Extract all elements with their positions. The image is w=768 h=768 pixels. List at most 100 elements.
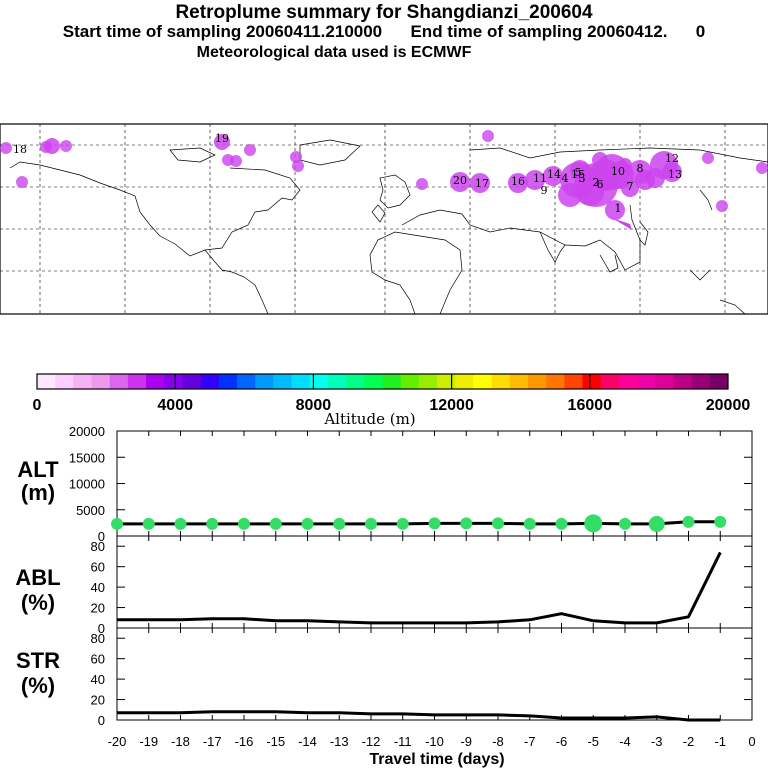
altitude-marker xyxy=(269,517,282,530)
x-tick-label: -20 xyxy=(108,734,127,749)
plume-dot xyxy=(60,140,72,152)
y-tick-label: 5000 xyxy=(76,503,105,518)
x-tick-label: -7 xyxy=(524,734,536,749)
plume-label: 1 xyxy=(615,202,622,215)
altitude-marker xyxy=(396,517,409,530)
plume-blob xyxy=(662,162,682,182)
x-tick-label: -8 xyxy=(492,734,504,749)
colorbar-swatch xyxy=(473,374,493,389)
plume-blob xyxy=(450,172,470,192)
panel-unit: (m) xyxy=(21,480,55,505)
altitude-marker xyxy=(428,517,441,530)
colorbar-swatch xyxy=(200,374,220,389)
colorbar-swatch xyxy=(382,374,402,389)
y-tick-label: 80 xyxy=(91,631,105,646)
plume-label: 16 xyxy=(511,175,525,188)
x-tick-label: -11 xyxy=(394,734,412,749)
plume-dot xyxy=(702,152,714,164)
plume-label: 3 xyxy=(579,172,586,185)
colorbar-swatch xyxy=(273,374,293,389)
plume-label: 20 xyxy=(453,174,467,187)
colorbar-swatch xyxy=(491,374,511,389)
x-tick-label: -4 xyxy=(619,734,631,749)
x-tick-label: -14 xyxy=(298,734,317,749)
colorbar-swatch xyxy=(655,374,674,389)
colorbar-swatch xyxy=(673,374,693,389)
y-tick-label: 10000 xyxy=(69,477,105,492)
plume-blob xyxy=(570,160,590,180)
panel-frame xyxy=(116,535,753,629)
altitude-marker xyxy=(492,517,504,530)
colorbar-swatch xyxy=(709,374,729,389)
plume-tail xyxy=(612,218,632,230)
met-data-source: Meteorological data used is ECMWF xyxy=(196,44,472,61)
y-tick-label: 20000 xyxy=(69,424,105,439)
y-tick-label: 20 xyxy=(91,601,105,616)
altitude-marker xyxy=(206,517,219,530)
panel-unit: (%) xyxy=(21,673,55,698)
altitude-marker xyxy=(648,515,665,532)
altitude-marker xyxy=(555,517,568,530)
altitude-marker xyxy=(238,517,250,530)
plume-dot xyxy=(482,130,494,142)
plume-label: 6 xyxy=(597,178,604,191)
plume-label: 18 xyxy=(13,143,27,156)
altitude-marker xyxy=(619,517,631,530)
colorbar-swatch xyxy=(346,374,365,389)
time-series-panels: ALT(m)05000100001500020000ABL(%)02040608… xyxy=(15,424,755,768)
altitude-marker xyxy=(174,517,187,530)
plume-label: 4 xyxy=(562,172,569,185)
chart-title: Retroplume summary for Shangdianzi_20060… xyxy=(175,2,593,23)
colorbar-tick-label: 12000 xyxy=(429,397,474,414)
plume-dot xyxy=(716,200,728,212)
colorbar-swatch xyxy=(237,374,256,389)
colorbar-swatch xyxy=(255,374,274,389)
panel-unit: (%) xyxy=(21,590,55,615)
plume-blob xyxy=(592,152,608,168)
y-tick-label: 80 xyxy=(91,539,105,554)
plume-label: 11 xyxy=(533,172,547,185)
x-tick-label: -1 xyxy=(714,734,726,749)
colorbar-swatch xyxy=(73,374,93,389)
x-tick-label: -17 xyxy=(203,734,222,749)
plume-label: 2 xyxy=(593,176,600,189)
plume-blob xyxy=(635,170,655,190)
plume-dot xyxy=(416,178,428,190)
x-tick-label: -9 xyxy=(460,734,472,749)
plume-dot xyxy=(756,162,768,174)
altitude-marker xyxy=(301,517,314,530)
colorbar-swatch xyxy=(618,374,638,389)
panel-label: ALT xyxy=(17,457,59,482)
plume-label: 10 xyxy=(611,165,625,178)
map-gridlines xyxy=(0,124,768,314)
colorbar-swatch xyxy=(218,374,238,389)
x-tick-label: -13 xyxy=(330,734,349,749)
colorbar-tick-label: 20000 xyxy=(706,397,751,414)
altitude-marker xyxy=(714,515,727,528)
altitude-marker xyxy=(584,514,603,533)
sampling-times: Start time of sampling 20060411.210000 E… xyxy=(62,22,706,41)
plume-blob xyxy=(470,173,490,193)
altitude-marker xyxy=(460,517,473,530)
colorbar-swatch xyxy=(327,374,347,389)
altitude-marker xyxy=(682,515,695,528)
altitude-marker xyxy=(142,517,155,530)
plume-label: 14 xyxy=(547,168,561,181)
altitude-marker xyxy=(365,517,377,530)
colorbar-swatch xyxy=(127,374,147,389)
colorbar-tick-label: 4000 xyxy=(157,397,193,414)
colorbar-swatch xyxy=(564,374,584,389)
colorbar-swatch xyxy=(437,374,456,389)
plume-blob xyxy=(605,200,625,220)
y-tick-label: 60 xyxy=(91,560,105,575)
plume-dot xyxy=(0,142,12,154)
y-tick-label: 20 xyxy=(91,693,105,708)
altitude-marker xyxy=(111,517,123,530)
colorbar-swatch xyxy=(600,374,620,389)
colorbar-swatch xyxy=(418,374,438,389)
plume-blob xyxy=(525,170,545,190)
colorbar-swatch xyxy=(364,374,383,389)
y-tick-label: 40 xyxy=(91,580,105,595)
